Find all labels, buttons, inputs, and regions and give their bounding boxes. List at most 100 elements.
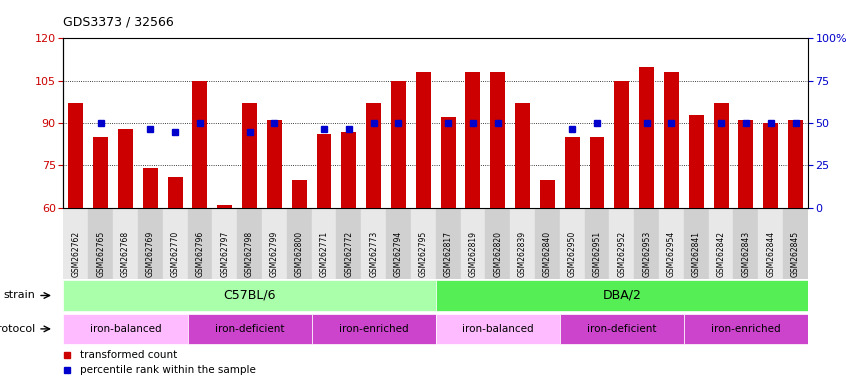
Bar (287, 208, 311, 279)
Bar (659, 208, 684, 279)
Text: iron-deficient: iron-deficient (215, 324, 284, 334)
Text: GSM262844: GSM262844 (766, 231, 775, 277)
Bar (188, 208, 212, 279)
Bar (436, 280, 808, 311)
Bar (311, 314, 436, 344)
Bar (590, 137, 604, 208)
Bar (515, 103, 530, 208)
Text: GSM262794: GSM262794 (394, 231, 403, 277)
Text: GSM262771: GSM262771 (320, 231, 328, 277)
Bar (118, 129, 133, 208)
Text: GSM262796: GSM262796 (195, 231, 205, 277)
Text: GSM262772: GSM262772 (344, 231, 354, 277)
Bar (758, 208, 783, 279)
Bar (262, 208, 287, 279)
Bar (640, 67, 654, 208)
Text: GSM262765: GSM262765 (96, 231, 105, 277)
Bar (63, 208, 88, 279)
Text: GSM262951: GSM262951 (592, 231, 602, 277)
Text: GSM262770: GSM262770 (171, 231, 179, 277)
Bar (361, 208, 386, 279)
Bar (739, 120, 753, 208)
Bar (242, 103, 257, 208)
Bar (684, 314, 808, 344)
Bar (684, 208, 709, 279)
Bar (535, 208, 560, 279)
Text: strain: strain (3, 290, 35, 301)
Bar (436, 208, 460, 279)
Bar (292, 180, 306, 208)
Text: GSM262817: GSM262817 (443, 232, 453, 277)
Text: iron-enriched: iron-enriched (711, 324, 781, 334)
Bar (138, 208, 162, 279)
Bar (168, 177, 183, 208)
Text: transformed count: transformed count (80, 350, 177, 360)
Bar (788, 120, 803, 208)
Bar (366, 103, 381, 208)
Bar (337, 208, 361, 279)
Text: GSM262769: GSM262769 (146, 231, 155, 277)
Text: iron-balanced: iron-balanced (90, 324, 162, 334)
Bar (565, 137, 580, 208)
Bar (411, 208, 436, 279)
Text: C57BL/6: C57BL/6 (223, 289, 276, 302)
Text: GSM262841: GSM262841 (692, 232, 700, 277)
Text: GDS3373 / 32566: GDS3373 / 32566 (63, 15, 174, 28)
Bar (465, 72, 481, 208)
Bar (585, 208, 609, 279)
Text: GSM262768: GSM262768 (121, 231, 130, 277)
Bar (113, 208, 138, 279)
Bar (460, 208, 486, 279)
Text: GSM262819: GSM262819 (469, 232, 477, 277)
Bar (436, 314, 560, 344)
Bar (486, 208, 510, 279)
Bar (391, 81, 406, 208)
Bar (783, 208, 808, 279)
Bar (143, 168, 157, 208)
Text: GSM262762: GSM262762 (71, 231, 80, 277)
Bar (267, 120, 282, 208)
Bar (386, 208, 411, 279)
Bar (714, 103, 728, 208)
Text: GSM262953: GSM262953 (642, 231, 651, 277)
Bar (664, 72, 678, 208)
Bar (63, 314, 188, 344)
Bar (93, 137, 108, 208)
Bar (733, 208, 758, 279)
Bar (193, 81, 207, 208)
Text: GSM262799: GSM262799 (270, 231, 279, 277)
Text: GSM262820: GSM262820 (493, 232, 503, 277)
Text: DBA/2: DBA/2 (602, 289, 641, 302)
Text: GSM262950: GSM262950 (568, 231, 577, 277)
Bar (609, 208, 634, 279)
Bar (162, 208, 188, 279)
Text: GSM262798: GSM262798 (245, 231, 254, 277)
Bar (416, 72, 431, 208)
Bar (510, 208, 535, 279)
Bar (69, 103, 83, 208)
Bar (63, 280, 436, 311)
Text: iron-balanced: iron-balanced (462, 324, 534, 334)
Bar (88, 208, 113, 279)
Text: GSM262839: GSM262839 (518, 231, 527, 277)
Bar (188, 314, 311, 344)
Bar (491, 72, 505, 208)
Bar (342, 132, 356, 208)
Text: iron-deficient: iron-deficient (587, 324, 656, 334)
Bar (560, 314, 684, 344)
Text: protocol: protocol (0, 324, 35, 334)
Bar (540, 180, 555, 208)
Text: GSM262845: GSM262845 (791, 231, 800, 277)
Text: GSM262800: GSM262800 (294, 231, 304, 277)
Bar (763, 123, 778, 208)
Bar (560, 208, 585, 279)
Text: GSM262843: GSM262843 (741, 231, 750, 277)
Text: GSM262797: GSM262797 (220, 231, 229, 277)
Text: GSM262773: GSM262773 (369, 231, 378, 277)
Bar (614, 81, 629, 208)
Bar (441, 118, 455, 208)
Bar (689, 114, 704, 208)
Text: GSM262795: GSM262795 (419, 231, 428, 277)
Text: GSM262840: GSM262840 (543, 231, 552, 277)
Text: GSM262842: GSM262842 (717, 232, 726, 277)
